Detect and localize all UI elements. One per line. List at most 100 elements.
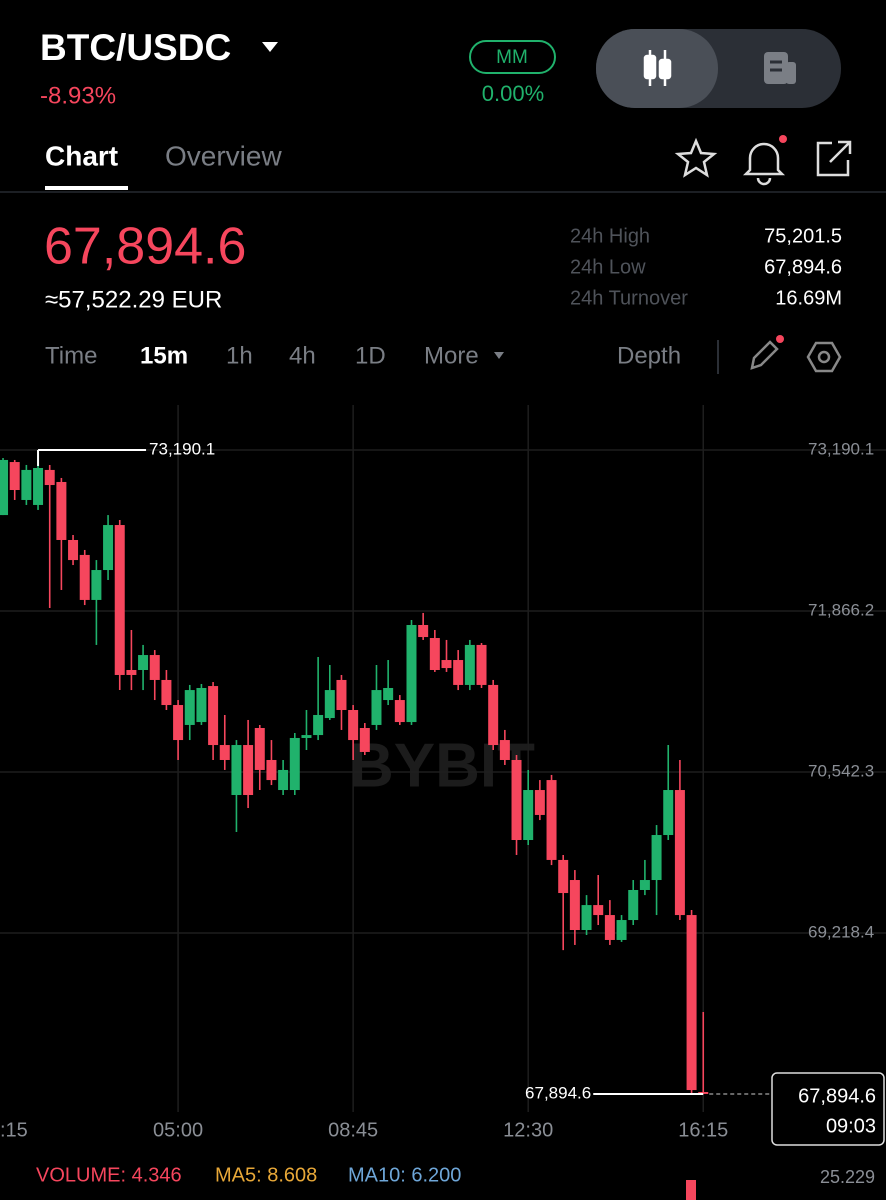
candle-body <box>348 710 359 741</box>
candle-body <box>103 525 114 571</box>
mm-value: 0.00% <box>482 81 544 106</box>
candle-body <box>68 539 79 561</box>
candle-body <box>663 790 674 836</box>
view-toggle-active[interactable] <box>596 29 718 108</box>
candle-body <box>21 469 32 500</box>
timeframe[interactable]: Time <box>45 342 97 369</box>
timeframe[interactable]: 1D <box>355 342 386 369</box>
candle-body <box>56 481 67 540</box>
candle-body <box>184 690 195 725</box>
candle-body <box>266 759 277 781</box>
candle-body <box>628 889 639 921</box>
candle-body <box>33 467 44 505</box>
last-price-box <box>771 1072 885 1146</box>
candle-body <box>219 745 230 760</box>
share-icon[interactable] <box>816 140 852 177</box>
candle-body <box>231 745 242 796</box>
candle-body <box>254 728 265 770</box>
candle-body <box>79 554 90 600</box>
candle-body <box>604 915 615 940</box>
x-tick-label: 08:45 <box>328 1119 378 1141</box>
candle-body <box>534 790 545 815</box>
y-tick-label: 69,218.4 <box>808 922 874 941</box>
tab-underline <box>45 186 128 190</box>
candle-body <box>674 790 685 916</box>
candle-body <box>243 745 254 796</box>
mm-pill[interactable] <box>469 40 556 74</box>
x-tick-label: :15 <box>0 1119 28 1141</box>
timeframe-more[interactable]: More <box>424 342 479 369</box>
alert-icon[interactable] <box>742 142 786 186</box>
candle-body <box>488 684 499 746</box>
y-tick-label: 73,190.1 <box>808 439 874 458</box>
candle-body <box>371 690 382 725</box>
candle-body <box>523 790 534 841</box>
candle-body <box>418 624 429 638</box>
candle-body <box>161 679 172 706</box>
candle-body <box>569 880 580 931</box>
candle-body <box>453 660 464 685</box>
fiat-price: ≈57,522.29 EUR <box>45 286 222 313</box>
ma10-label: MA10: 6.200 <box>348 1164 461 1186</box>
candle-body <box>289 737 300 791</box>
candle-body <box>9 462 20 491</box>
mm-label: MM <box>496 47 528 68</box>
min-marker-label: 67,894.6 <box>525 1083 591 1102</box>
pair-dropdown[interactable] <box>262 42 278 52</box>
candle-body <box>464 644 475 685</box>
candle-body <box>126 669 137 675</box>
draw-dot <box>776 335 784 343</box>
candle-body <box>208 686 219 746</box>
candle-body <box>546 780 557 860</box>
stat-value: 75,201.5 <box>764 225 842 247</box>
alert-dot <box>779 135 787 143</box>
stat-label: 24h High <box>570 225 650 247</box>
candle-body <box>91 570 102 600</box>
candle-body <box>581 905 592 931</box>
stat-label: 24h Low <box>570 256 646 278</box>
candle-body <box>686 915 697 1091</box>
max-marker-label: 73,190.1 <box>149 439 215 458</box>
settings-icon[interactable] <box>806 341 842 373</box>
candle-body <box>499 740 510 760</box>
candle-body <box>313 714 324 736</box>
timeframe[interactable]: 4h <box>289 342 316 369</box>
candle-body <box>558 859 569 894</box>
x-tick-label: 16:15 <box>678 1119 728 1141</box>
volume-axis-label: 25.229 <box>820 1167 875 1187</box>
tab-overview[interactable]: Overview <box>165 140 282 171</box>
tab-chart[interactable]: Chart <box>45 140 118 171</box>
stat-value: 16.69M <box>775 287 842 309</box>
candle-body <box>114 525 125 675</box>
candle-body <box>278 769 289 791</box>
volume-bar <box>686 1180 696 1200</box>
last-price-label: 67,894.6 <box>798 1085 876 1107</box>
price-change: -8.93% <box>40 82 116 109</box>
timeframe-active[interactable]: 15m <box>140 342 188 369</box>
candle-body <box>394 700 405 723</box>
candle-body <box>406 624 417 723</box>
candle-body <box>511 759 522 841</box>
doc-icon <box>764 52 796 84</box>
depth-button[interactable]: Depth <box>617 342 681 369</box>
candle-body <box>173 705 184 741</box>
draw-icon[interactable] <box>750 340 779 370</box>
candle-body <box>359 728 370 752</box>
volume-label: VOLUME: 4.346 <box>36 1164 182 1186</box>
y-tick-label: 70,542.3 <box>808 761 874 780</box>
candle-body <box>0 459 9 516</box>
countdown: 09:03 <box>826 1115 876 1137</box>
timeframe[interactable]: 1h <box>226 342 253 369</box>
candle-body <box>593 905 604 916</box>
stat-value: 67,894.6 <box>764 256 842 278</box>
candle-body <box>149 655 160 680</box>
candle-body <box>383 687 394 701</box>
pair-name[interactable]: BTC/USDC <box>40 27 231 68</box>
candle-body <box>616 920 627 940</box>
favorite-icon[interactable] <box>674 137 718 178</box>
candle-body <box>301 735 312 738</box>
candle-body <box>324 690 335 719</box>
candle-body <box>336 679 347 711</box>
last-price: 67,894.6 <box>44 218 246 276</box>
